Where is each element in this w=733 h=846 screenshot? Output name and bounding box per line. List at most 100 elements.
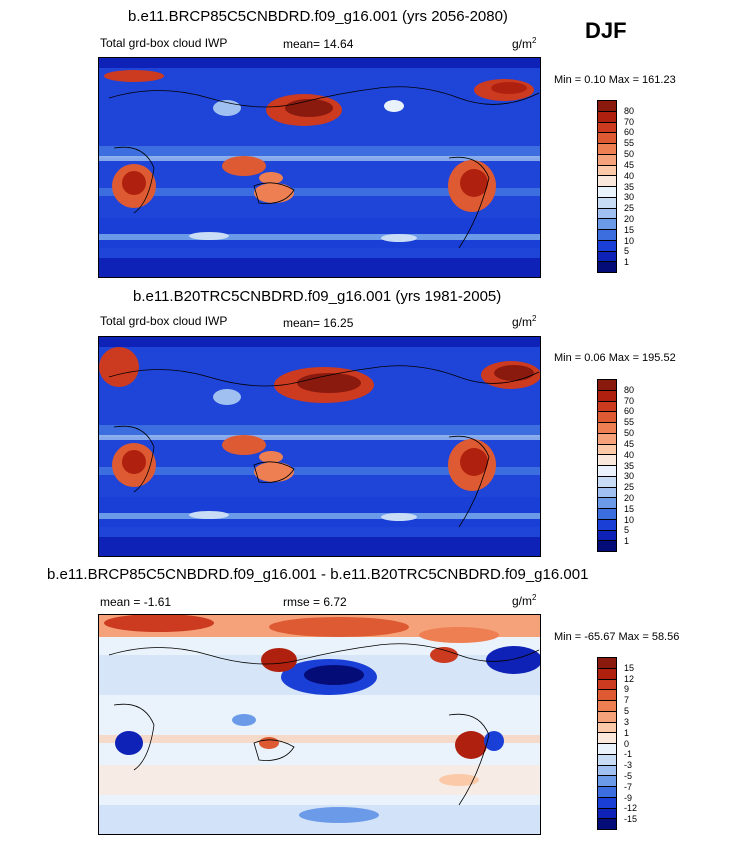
panel-2-colorbar bbox=[597, 379, 617, 552]
colorbar-tick-label: 15 bbox=[624, 224, 635, 235]
colorbar-segment bbox=[598, 110, 616, 122]
colorbar-segment bbox=[598, 239, 616, 251]
colorbar-tick-label: 15 bbox=[624, 503, 635, 514]
colorbar-segment bbox=[598, 380, 616, 390]
panel-2-variable-label: Total grd-box cloud IWP bbox=[100, 314, 228, 328]
panel-3-units: g/m2 bbox=[512, 593, 537, 608]
colorbar-tick-label: -7 bbox=[624, 781, 633, 792]
colorbar-tick-label: 10 bbox=[624, 514, 635, 525]
colorbar-segment bbox=[598, 175, 616, 186]
colorbar-segment bbox=[598, 250, 616, 262]
colorbar-tick-label: -3 bbox=[624, 760, 633, 771]
panel-1-variable-label: Total grd-box cloud IWP bbox=[100, 36, 228, 50]
colorbar-tick-label: 35 bbox=[624, 460, 635, 471]
panel-2-mean: mean= 16.25 bbox=[283, 316, 354, 330]
colorbar-segment bbox=[598, 196, 616, 208]
panel-2-title: b.e11.B20TRC5CNBDRD.f09_g16.001 (yrs 198… bbox=[133, 288, 502, 305]
colorbar-segment bbox=[598, 700, 616, 711]
colorbar-segment bbox=[598, 497, 616, 508]
panel-3-colorbar bbox=[597, 657, 617, 830]
colorbar-tick-label: 1 bbox=[624, 257, 630, 268]
colorbar-segment bbox=[598, 475, 616, 487]
panel-3-map bbox=[98, 614, 541, 835]
colorbar-segment bbox=[598, 807, 616, 819]
colorbar-tick-label: 30 bbox=[624, 192, 635, 203]
panel-3-mean: mean = -1.61 bbox=[100, 595, 172, 609]
colorbar-segment bbox=[598, 732, 616, 743]
colorbar-tick-label: 40 bbox=[624, 170, 635, 181]
colorbar-tick-label: -9 bbox=[624, 792, 633, 803]
colorbar-segment bbox=[598, 721, 616, 733]
colorbar-tick-label: 10 bbox=[624, 235, 635, 246]
colorbar-tick-label: 55 bbox=[624, 138, 635, 149]
colorbar-tick-label: 5 bbox=[624, 246, 630, 257]
panel-1-mean: mean= 14.64 bbox=[283, 37, 354, 51]
colorbar-tick-label: 30 bbox=[624, 471, 635, 482]
panel-3-rmse: rmse = 6.72 bbox=[283, 595, 347, 609]
colorbar-tick-label: 55 bbox=[624, 417, 635, 428]
panel-1-colorbar bbox=[597, 100, 617, 273]
colorbar-segment bbox=[598, 486, 616, 498]
colorbar-segment bbox=[598, 518, 616, 530]
colorbar-segment bbox=[598, 153, 616, 165]
colorbar-tick-label: 5 bbox=[624, 525, 630, 536]
colorbar-segment bbox=[598, 710, 616, 722]
colorbar-tick-label: -1 bbox=[624, 749, 633, 760]
colorbar-segment bbox=[598, 143, 616, 154]
colorbar-segment bbox=[598, 443, 616, 455]
colorbar-tick-label: 7 bbox=[624, 695, 630, 706]
colorbar-tick-label: 25 bbox=[624, 203, 635, 214]
colorbar-segment bbox=[598, 689, 616, 700]
colorbar-segment bbox=[598, 658, 616, 668]
colorbar-tick-label: 12 bbox=[624, 673, 635, 684]
colorbar-tick-label: -15 bbox=[624, 814, 638, 825]
colorbar-segment bbox=[598, 186, 616, 197]
panel-1-units: g/m2 bbox=[512, 36, 537, 51]
panel-1-minmax: Min = 0.10 Max = 161.23 bbox=[554, 74, 676, 86]
colorbar-segment bbox=[598, 667, 616, 679]
colorbar-segment bbox=[598, 432, 616, 444]
colorbar-segment bbox=[598, 422, 616, 433]
colorbar-tick-label: 20 bbox=[624, 492, 635, 503]
colorbar-segment bbox=[598, 743, 616, 754]
colorbar-segment bbox=[598, 101, 616, 111]
colorbar-tick-label: 50 bbox=[624, 428, 635, 439]
colorbar-segment bbox=[598, 132, 616, 143]
colorbar-segment bbox=[598, 411, 616, 422]
colorbar-tick-label: 1 bbox=[624, 727, 630, 738]
colorbar-segment bbox=[598, 508, 616, 519]
colorbar-tick-label: 45 bbox=[624, 438, 635, 449]
panel-3-title: b.e11.BRCP85C5CNBDRD.f09_g16.001 - b.e11… bbox=[47, 566, 589, 583]
colorbar-segment bbox=[598, 454, 616, 465]
colorbar-segment bbox=[598, 207, 616, 219]
colorbar-segment bbox=[598, 775, 616, 786]
colorbar-tick-label: 40 bbox=[624, 449, 635, 460]
colorbar-tick-label: 25 bbox=[624, 482, 635, 493]
panel-2-map bbox=[98, 336, 541, 557]
colorbar-tick-label: 60 bbox=[624, 406, 635, 417]
colorbar-segment bbox=[598, 164, 616, 176]
colorbar-tick-label: 0 bbox=[624, 738, 630, 749]
colorbar-segment bbox=[598, 261, 616, 272]
colorbar-segment bbox=[598, 389, 616, 401]
season-label: DJF bbox=[585, 18, 627, 43]
colorbar-segment bbox=[598, 678, 616, 690]
colorbar-tick-label: 70 bbox=[624, 116, 635, 127]
colorbar-tick-label: 5 bbox=[624, 706, 630, 717]
colorbar-segment bbox=[598, 465, 616, 476]
panel-1-title: b.e11.BRCP85C5CNBDRD.f09_g16.001 (yrs 20… bbox=[128, 8, 508, 25]
colorbar-tick-label: 9 bbox=[624, 684, 630, 695]
colorbar-segment bbox=[598, 764, 616, 776]
colorbar-tick-label: 20 bbox=[624, 213, 635, 224]
colorbar-segment bbox=[598, 400, 616, 412]
panel-1-map bbox=[98, 57, 541, 278]
colorbar-tick-label: 15 bbox=[624, 662, 635, 673]
colorbar-segment bbox=[598, 753, 616, 765]
colorbar-tick-label: 1 bbox=[624, 536, 630, 547]
colorbar-segment bbox=[598, 218, 616, 229]
colorbar-tick-label: -5 bbox=[624, 770, 633, 781]
colorbar-tick-label: 35 bbox=[624, 181, 635, 192]
colorbar-tick-label: 45 bbox=[624, 159, 635, 170]
panel-3-minmax: Min = -65.67 Max = 58.56 bbox=[554, 631, 680, 643]
colorbar-segment bbox=[598, 818, 616, 829]
